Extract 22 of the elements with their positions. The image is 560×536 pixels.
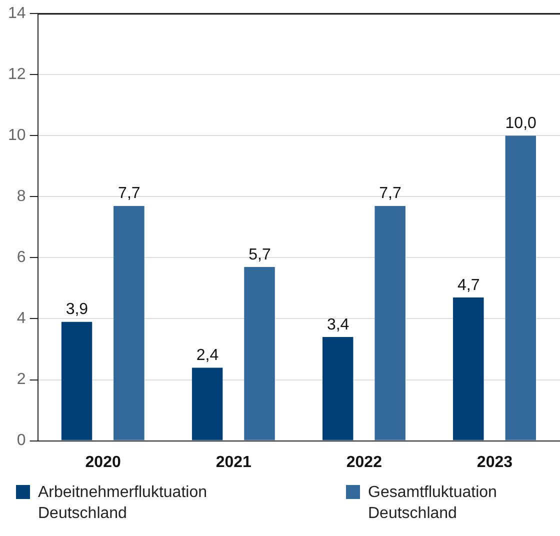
legend-label: Arbeitnehmerfluktuation Deutschland — [38, 483, 208, 524]
data-label: 5,7 — [248, 246, 271, 264]
x-tick-label: 2022 — [346, 454, 382, 471]
x-tick-label: 2020 — [85, 454, 121, 471]
x-tick-label: 2023 — [476, 454, 513, 471]
data-label: 2,4 — [196, 346, 219, 364]
y-tick-label: 10 — [8, 127, 26, 144]
data-label: 7,7 — [379, 185, 402, 202]
y-tick-label: 14 — [8, 5, 26, 22]
legend-label: Gesamtfluktuation Deutschland — [368, 483, 498, 524]
data-label: 10,0 — [505, 115, 537, 132]
y-tick-label: 2 — [16, 371, 26, 388]
y-tick-label: 0 — [16, 432, 26, 450]
y-tick-label: 8 — [16, 188, 26, 206]
y-tick-label: 4 — [16, 310, 26, 328]
data-label: 3,9 — [66, 301, 88, 318]
data-label: 4,7 — [457, 276, 480, 294]
y-tick-label: 12 — [8, 66, 26, 84]
y-tick-label: 6 — [16, 249, 26, 266]
data-label: 3,4 — [326, 316, 350, 334]
data-label: 7,7 — [118, 185, 140, 202]
x-tick-label: 2021 — [216, 454, 252, 471]
